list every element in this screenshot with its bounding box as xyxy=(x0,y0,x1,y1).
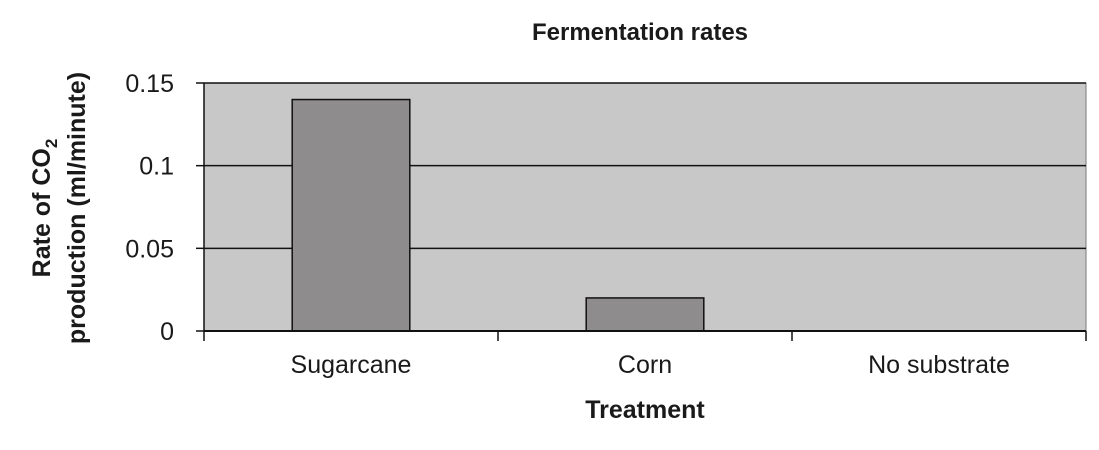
bar-corn xyxy=(585,297,705,332)
y-tick-label: 0.15 xyxy=(125,70,174,98)
axes xyxy=(196,82,1087,341)
y-axis-title-line1: Rate of CO xyxy=(28,148,56,277)
y-axis-title-subscript: 2 xyxy=(42,139,61,148)
chart-title: Fermentation rates xyxy=(532,19,748,46)
x-axis-title: Treatment xyxy=(585,396,705,424)
bar-sugarcane xyxy=(291,98,411,332)
x-tick-labels: Sugarcane Corn No substrate xyxy=(291,351,1010,379)
x-tick-label: Sugarcane xyxy=(291,351,412,379)
y-tick-label: 0.05 xyxy=(125,235,174,263)
svg-text:Rate of CO2: Rate of CO2 xyxy=(28,139,61,278)
y-axis-title: Rate of CO2 production (ml/minute) xyxy=(28,72,91,344)
x-tick-label: Corn xyxy=(618,351,672,379)
y-tick-label: 0 xyxy=(160,318,174,346)
bars xyxy=(291,98,705,332)
y-tick-label: 0.1 xyxy=(139,153,174,181)
y-tick-labels: 0 0.05 0.1 0.15 xyxy=(125,70,174,346)
x-tick-label: No substrate xyxy=(868,351,1010,379)
y-axis-title-line2: production (ml/minute) xyxy=(63,72,91,344)
